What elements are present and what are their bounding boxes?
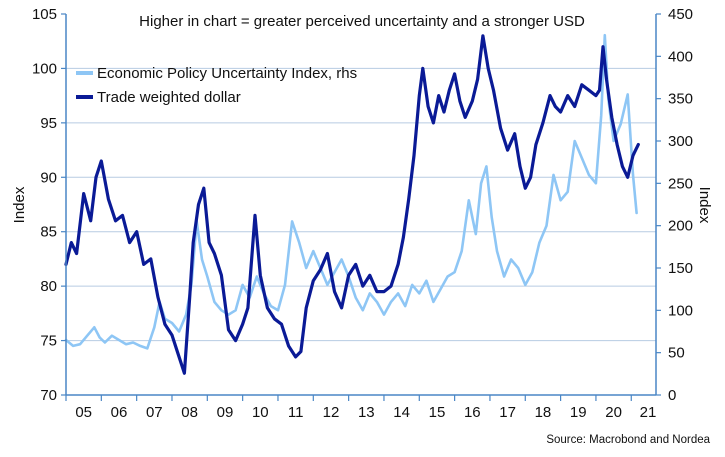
right-tick-label-9: 450 <box>668 6 693 23</box>
x-tick-label-15: 20 <box>605 404 622 421</box>
left-tick-label-1: 75 <box>40 333 57 350</box>
x-axis-ticks: 05 06 07 08 09 10 11 12 13 14 15 16 17 18 19 20 21 <box>65 395 657 421</box>
legend: Economic Policy Uncertainty Index, rhs T… <box>76 65 357 106</box>
right-tick-label-6: 300 <box>668 133 693 150</box>
right-tick-label-4: 200 <box>668 218 693 235</box>
x-tick-label-14: 19 <box>570 404 587 421</box>
gridlines <box>66 67 656 342</box>
x-tick-label-4: 09 <box>217 404 234 421</box>
right-axis-label: Index <box>696 187 713 224</box>
x-tick-label-3: 08 <box>181 404 198 421</box>
trade-weighted-dollar-series <box>64 34 640 375</box>
right-tick-label-1: 50 <box>668 345 685 362</box>
x-tick-label-2: 07 <box>146 404 163 421</box>
right-tick-label-2: 100 <box>668 302 693 319</box>
x-tick-label-0: 05 <box>75 404 92 421</box>
left-axis-label: Index <box>11 186 28 223</box>
legend-label-epu: Economic Policy Uncertainty Index, rhs <box>97 65 357 82</box>
x-tick-label-16: 21 <box>640 404 657 421</box>
chart-annotation: Higher in chart = greater perceived unce… <box>139 13 585 30</box>
right-tick-label-0: 0 <box>668 387 676 404</box>
left-tick-label-7: 105 <box>32 6 57 23</box>
trade-weighted-dollar-line <box>64 34 640 375</box>
left-tick-label-3: 85 <box>40 224 57 241</box>
x-tick-label-7: 12 <box>323 404 340 421</box>
x-tick-label-8: 13 <box>358 404 375 421</box>
source-note: Source: Macrobond and Nordea <box>546 434 710 446</box>
epu-line <box>64 33 638 350</box>
right-tick-label-3: 150 <box>668 260 693 277</box>
left-tick-label-0: 70 <box>40 387 57 404</box>
right-tick-label-5: 250 <box>668 175 693 192</box>
left-tick-label-2: 80 <box>40 278 57 295</box>
left-tick-label-6: 100 <box>32 60 57 77</box>
left-tick-label-5: 95 <box>40 115 57 132</box>
axes <box>65 14 657 396</box>
right-tick-label-8: 400 <box>668 48 693 65</box>
x-tick-label-10: 15 <box>429 404 446 421</box>
left-axis-ticks: 70 75 80 85 90 95 100 105 <box>32 6 66 404</box>
x-tick-label-11: 16 <box>464 404 481 421</box>
right-tick-label-7: 350 <box>668 91 693 108</box>
epu-series <box>64 33 638 350</box>
right-axis-ticks: 0 50 100 150 200 250 300 350 400 450 <box>656 6 693 404</box>
x-tick-label-9: 14 <box>393 404 410 421</box>
x-tick-label-1: 06 <box>111 404 128 421</box>
x-tick-label-5: 10 <box>252 404 269 421</box>
x-tick-label-6: 11 <box>288 404 304 421</box>
legend-label-twd: Trade weighted dollar <box>97 89 241 106</box>
x-tick-label-12: 17 <box>499 404 516 421</box>
left-tick-label-4: 90 <box>40 169 57 186</box>
x-tick-label-13: 18 <box>535 404 552 421</box>
